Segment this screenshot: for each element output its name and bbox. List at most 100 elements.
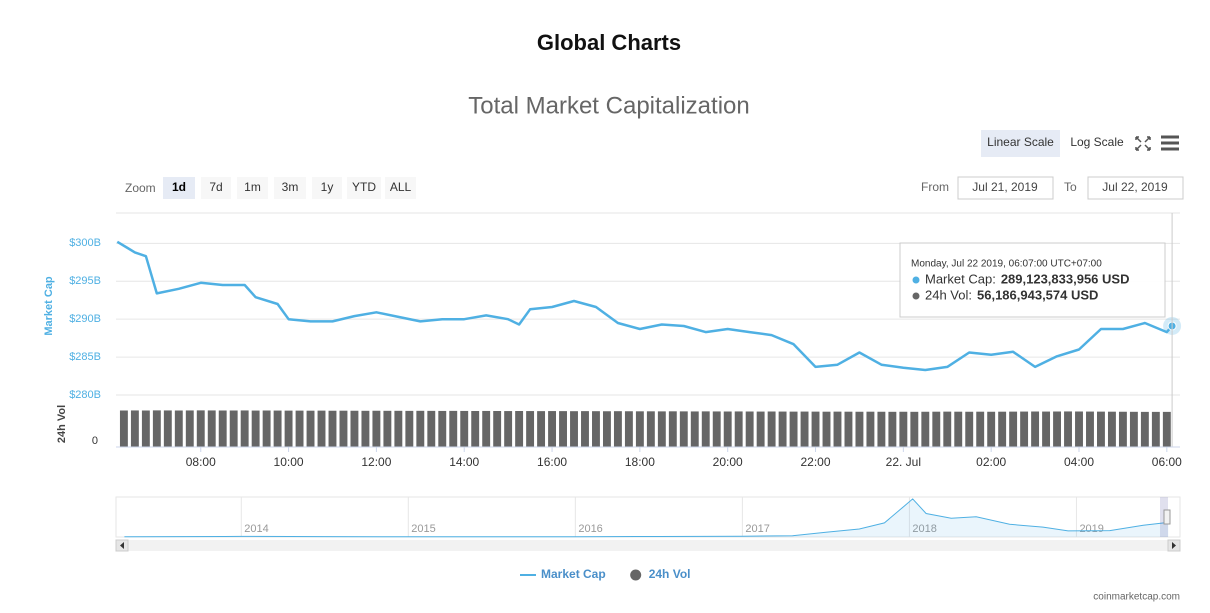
zoom-button[interactable]: 1y: [321, 180, 334, 194]
volume-bar: [987, 411, 996, 447]
x-tick-label: 16:00: [537, 455, 567, 469]
menu-icon[interactable]: [1161, 135, 1179, 151]
tooltip-label: 24h Vol:: [925, 287, 972, 302]
volume-bar: [482, 410, 491, 447]
volume-bar: [185, 410, 194, 447]
volume-bar: [943, 411, 952, 447]
zoom-button[interactable]: 1d: [172, 180, 186, 194]
from-value[interactable]: Jul 21, 2019: [972, 180, 1038, 194]
volume-bar: [1064, 411, 1072, 447]
x-tick-label: 10:00: [274, 455, 304, 469]
volume-bar: [295, 410, 304, 447]
legend-label[interactable]: 24h Vol: [649, 567, 691, 581]
volume-bar: [1009, 411, 1018, 447]
volume-bar: [570, 411, 578, 447]
volume-bar: [196, 410, 205, 447]
volume-bar: [493, 411, 502, 447]
volume-bar: [405, 410, 414, 447]
from-input[interactable]: [957, 176, 1054, 200]
volume-bar: [635, 411, 644, 447]
tooltip-label: Market Cap:: [925, 271, 996, 286]
volume-bar: [460, 410, 469, 447]
volume-bar: [339, 410, 348, 447]
zoom-button[interactable]: 3m: [282, 180, 299, 194]
navigator-handle[interactable]: [1163, 509, 1171, 525]
volume-bar: [910, 411, 919, 447]
zoom-button-bg[interactable]: [163, 177, 195, 199]
volume-bar: [701, 411, 710, 447]
scrollbar[interactable]: [116, 540, 1180, 551]
volume-bar: [811, 411, 820, 447]
volume-bar: [1118, 411, 1127, 447]
volume-bar: [646, 411, 655, 447]
volume-bar: [1042, 411, 1051, 447]
volume-bar: [328, 410, 337, 447]
volume-bar: [921, 411, 930, 447]
volume-bar: [855, 411, 864, 447]
volume-bar: [679, 411, 688, 447]
volume-bar: [899, 411, 908, 447]
volume-bar: [141, 410, 150, 447]
zoom-button[interactable]: 1m: [244, 180, 261, 194]
volume-bar: [866, 411, 875, 447]
legend-label[interactable]: Market Cap: [541, 567, 606, 581]
volume-bar: [383, 410, 392, 447]
x-tick-label: 22. Jul: [886, 455, 921, 469]
zoom-button-bg[interactable]: [312, 177, 342, 199]
to-value[interactable]: Jul 22, 2019: [1102, 180, 1168, 194]
volume-bar: [932, 411, 941, 447]
zoom-button[interactable]: ALL: [390, 180, 412, 194]
volume-bar: [515, 411, 524, 447]
page-title: Global Charts: [537, 30, 681, 55]
volume-bar: [251, 410, 260, 447]
y-tick-label: $300B: [69, 237, 101, 249]
scale-button[interactable]: Log Scale: [1070, 135, 1124, 149]
zoom-button[interactable]: 7d: [209, 180, 222, 194]
volume-bar: [668, 411, 677, 447]
zoom-button-bg[interactable]: [274, 177, 306, 199]
chart-title: Total Market Capitalization: [468, 92, 749, 119]
volume-bar: [657, 411, 666, 447]
zoom-button-bg[interactable]: [385, 177, 416, 199]
y-tick-label: $295B: [69, 275, 101, 287]
volume-bar: [306, 410, 315, 447]
to-input[interactable]: [1087, 176, 1184, 200]
volume-bar: [624, 411, 633, 447]
volume-bar: [976, 411, 985, 447]
zoom-button-bg[interactable]: [347, 177, 381, 199]
scale-button[interactable]: Linear Scale: [987, 135, 1054, 149]
fullscreen-icon[interactable]: [1135, 136, 1151, 151]
volume-bar: [690, 411, 699, 447]
volume-bar: [262, 410, 271, 447]
volume-bar: [734, 411, 743, 447]
zoom-button-bg[interactable]: [237, 177, 268, 199]
volume-bar: [800, 411, 809, 447]
volume-bar: [229, 410, 238, 447]
zoom-button-bg[interactable]: [201, 177, 231, 199]
volume-bar: [581, 411, 589, 447]
volume-bar: [317, 410, 326, 447]
scale-icons[interactable]: [1135, 135, 1179, 151]
y-tick-label: $285B: [69, 351, 101, 363]
market-cap-line: [116, 240, 1174, 372]
y2-axis-title: 24h Vol: [56, 405, 68, 443]
volume-bar: [394, 410, 403, 447]
volume-bar: [723, 411, 732, 447]
legend-dot[interactable]: [630, 569, 642, 581]
volume-bar: [822, 411, 831, 447]
x-tick-label: 22:00: [801, 455, 831, 469]
volume-bar: [163, 410, 172, 447]
volume-bar: [833, 411, 842, 447]
x-tick-label: 20:00: [713, 455, 743, 469]
volume-bar: [745, 411, 754, 447]
y-tick-label: $280B: [69, 389, 101, 401]
zoom-button[interactable]: YTD: [352, 180, 376, 194]
volume-bar: [537, 411, 546, 447]
volume-bar: [888, 411, 897, 447]
x-tick-label: 14:00: [449, 455, 479, 469]
volume-bar: [1107, 411, 1116, 447]
x-tick-label: 08:00: [186, 455, 216, 469]
volume-bar: [1129, 411, 1138, 447]
scale-button-bg[interactable]: [981, 130, 1060, 157]
